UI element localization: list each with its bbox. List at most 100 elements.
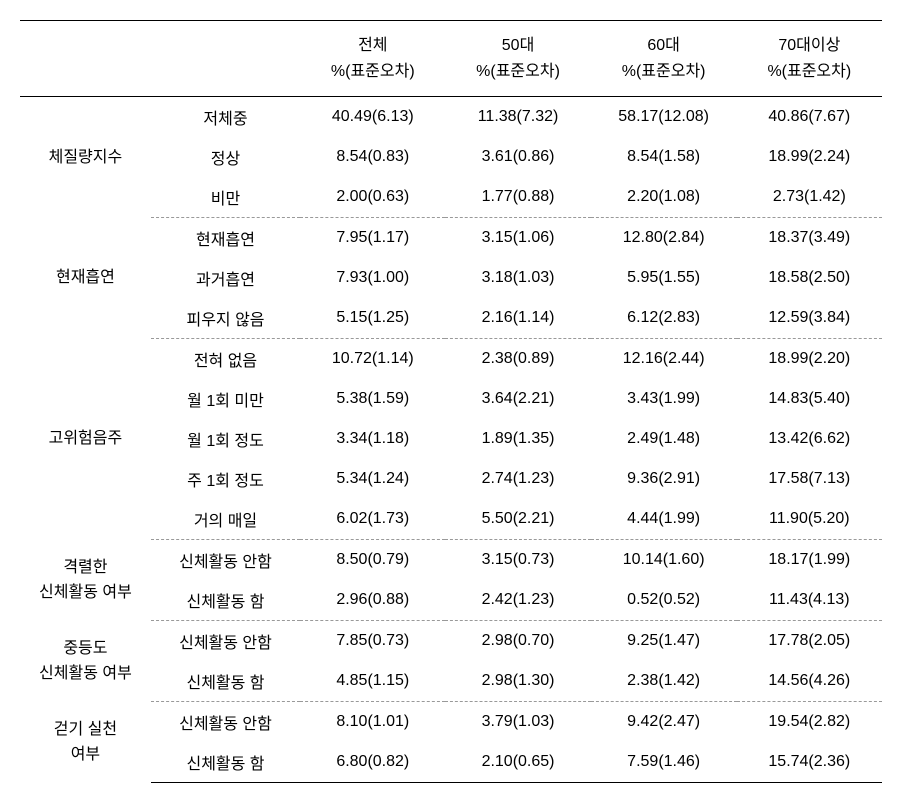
sub-label: 과거흡연 [151, 258, 300, 298]
sub-label: 월 1회 미만 [151, 379, 300, 419]
data-cell: 2.96(0.88) [300, 580, 445, 621]
group-label: 걷기 실천여부 [20, 702, 151, 783]
data-cell: 3.79(1.03) [445, 702, 590, 743]
data-cell: 12.59(3.84) [737, 298, 882, 339]
data-cell: 10.14(1.60) [591, 540, 737, 581]
table-row: 걷기 실천여부신체활동 안함8.10(1.01)3.79(1.03)9.42(2… [20, 702, 882, 743]
data-cell: 18.58(2.50) [737, 258, 882, 298]
group-label-line: 현재흡연 [24, 265, 147, 291]
group-label-line: 격렬한 [24, 555, 147, 581]
data-cell: 9.42(2.47) [591, 702, 737, 743]
data-cell: 13.42(6.62) [737, 419, 882, 459]
header-col-3-line1: 70대이상 [741, 33, 878, 59]
data-cell: 11.38(7.32) [445, 97, 590, 138]
sub-label: 신체활동 함 [151, 580, 300, 621]
sub-label: 현재흡연 [151, 218, 300, 259]
sub-label: 신체활동 안함 [151, 621, 300, 662]
data-cell: 0.52(0.52) [591, 580, 737, 621]
table-row: 현재흡연현재흡연7.95(1.17)3.15(1.06)12.80(2.84)1… [20, 218, 882, 259]
data-cell: 1.77(0.88) [445, 177, 590, 218]
data-cell: 7.95(1.17) [300, 218, 445, 259]
data-cell: 18.99(2.24) [737, 137, 882, 177]
data-cell: 2.38(0.89) [445, 339, 590, 380]
header-col-1-line1: 50대 [449, 33, 586, 59]
data-cell: 3.64(2.21) [445, 379, 590, 419]
data-cell: 7.93(1.00) [300, 258, 445, 298]
group-label: 중등도신체활동 여부 [20, 621, 151, 702]
data-cell: 18.37(3.49) [737, 218, 882, 259]
data-cell: 12.80(2.84) [591, 218, 737, 259]
data-cell: 40.49(6.13) [300, 97, 445, 138]
data-cell: 15.74(2.36) [737, 742, 882, 783]
data-cell: 2.74(1.23) [445, 459, 590, 499]
group-label-line: 신체활동 여부 [24, 661, 147, 687]
data-cell: 8.54(0.83) [300, 137, 445, 177]
data-cell: 7.85(0.73) [300, 621, 445, 662]
group-label-line: 신체활동 여부 [24, 580, 147, 606]
data-cell: 3.43(1.99) [591, 379, 737, 419]
data-cell: 3.15(1.06) [445, 218, 590, 259]
data-cell: 8.10(1.01) [300, 702, 445, 743]
data-cell: 18.17(1.99) [737, 540, 882, 581]
sub-label: 비만 [151, 177, 300, 218]
data-cell: 18.99(2.20) [737, 339, 882, 380]
data-cell: 17.78(2.05) [737, 621, 882, 662]
data-cell: 5.95(1.55) [591, 258, 737, 298]
data-cell: 19.54(2.82) [737, 702, 882, 743]
data-cell: 14.56(4.26) [737, 661, 882, 702]
sub-label: 거의 매일 [151, 499, 300, 540]
data-cell: 58.17(12.08) [591, 97, 737, 138]
data-cell: 4.44(1.99) [591, 499, 737, 540]
data-cell: 2.38(1.42) [591, 661, 737, 702]
header-col-2-line2: %(표준오차) [595, 59, 733, 85]
group-label-line: 체질량지수 [24, 145, 147, 171]
header-col-0-line2: %(표준오차) [304, 59, 441, 85]
table-row: 격렬한신체활동 여부신체활동 안함8.50(0.79)3.15(0.73)10.… [20, 540, 882, 581]
sub-label: 신체활동 안함 [151, 540, 300, 581]
data-cell: 2.10(0.65) [445, 742, 590, 783]
data-cell: 2.42(1.23) [445, 580, 590, 621]
group-label-line: 여부 [24, 742, 147, 768]
data-cell: 6.02(1.73) [300, 499, 445, 540]
data-cell: 3.61(0.86) [445, 137, 590, 177]
sub-label: 저체중 [151, 97, 300, 138]
sub-label: 전혀 없음 [151, 339, 300, 380]
data-cell: 10.72(1.14) [300, 339, 445, 380]
header-col-1: 50대 %(표준오차) [445, 21, 590, 97]
data-cell: 9.25(1.47) [591, 621, 737, 662]
sub-label: 주 1회 정도 [151, 459, 300, 499]
group-label: 격렬한신체활동 여부 [20, 540, 151, 621]
group-label: 체질량지수 [20, 97, 151, 218]
data-cell: 12.16(2.44) [591, 339, 737, 380]
sub-label: 피우지 않음 [151, 298, 300, 339]
data-cell: 1.89(1.35) [445, 419, 590, 459]
data-cell: 8.50(0.79) [300, 540, 445, 581]
data-cell: 3.18(1.03) [445, 258, 590, 298]
table-row: 중등도신체활동 여부신체활동 안함7.85(0.73)2.98(0.70)9.2… [20, 621, 882, 662]
table-row: 체질량지수저체중40.49(6.13)11.38(7.32)58.17(12.0… [20, 97, 882, 138]
data-cell: 5.15(1.25) [300, 298, 445, 339]
sub-label: 정상 [151, 137, 300, 177]
data-cell: 4.85(1.15) [300, 661, 445, 702]
data-cell: 11.43(4.13) [737, 580, 882, 621]
data-cell: 17.58(7.13) [737, 459, 882, 499]
group-label-line: 중등도 [24, 636, 147, 662]
data-cell: 6.80(0.82) [300, 742, 445, 783]
sub-label: 월 1회 정도 [151, 419, 300, 459]
data-cell: 2.20(1.08) [591, 177, 737, 218]
data-cell: 2.49(1.48) [591, 419, 737, 459]
data-cell: 14.83(5.40) [737, 379, 882, 419]
data-cell: 7.59(1.46) [591, 742, 737, 783]
data-cell: 2.00(0.63) [300, 177, 445, 218]
data-cell: 5.34(1.24) [300, 459, 445, 499]
group-label: 고위험음주 [20, 339, 151, 540]
data-cell: 9.36(2.91) [591, 459, 737, 499]
header-col-0-line1: 전체 [304, 33, 441, 59]
header-col-2-line1: 60대 [595, 33, 733, 59]
header-blank-1 [20, 21, 151, 97]
data-cell: 11.90(5.20) [737, 499, 882, 540]
sub-label: 신체활동 함 [151, 661, 300, 702]
group-label: 현재흡연 [20, 218, 151, 339]
header-col-0: 전체 %(표준오차) [300, 21, 445, 97]
group-label-line: 고위험음주 [24, 426, 147, 452]
